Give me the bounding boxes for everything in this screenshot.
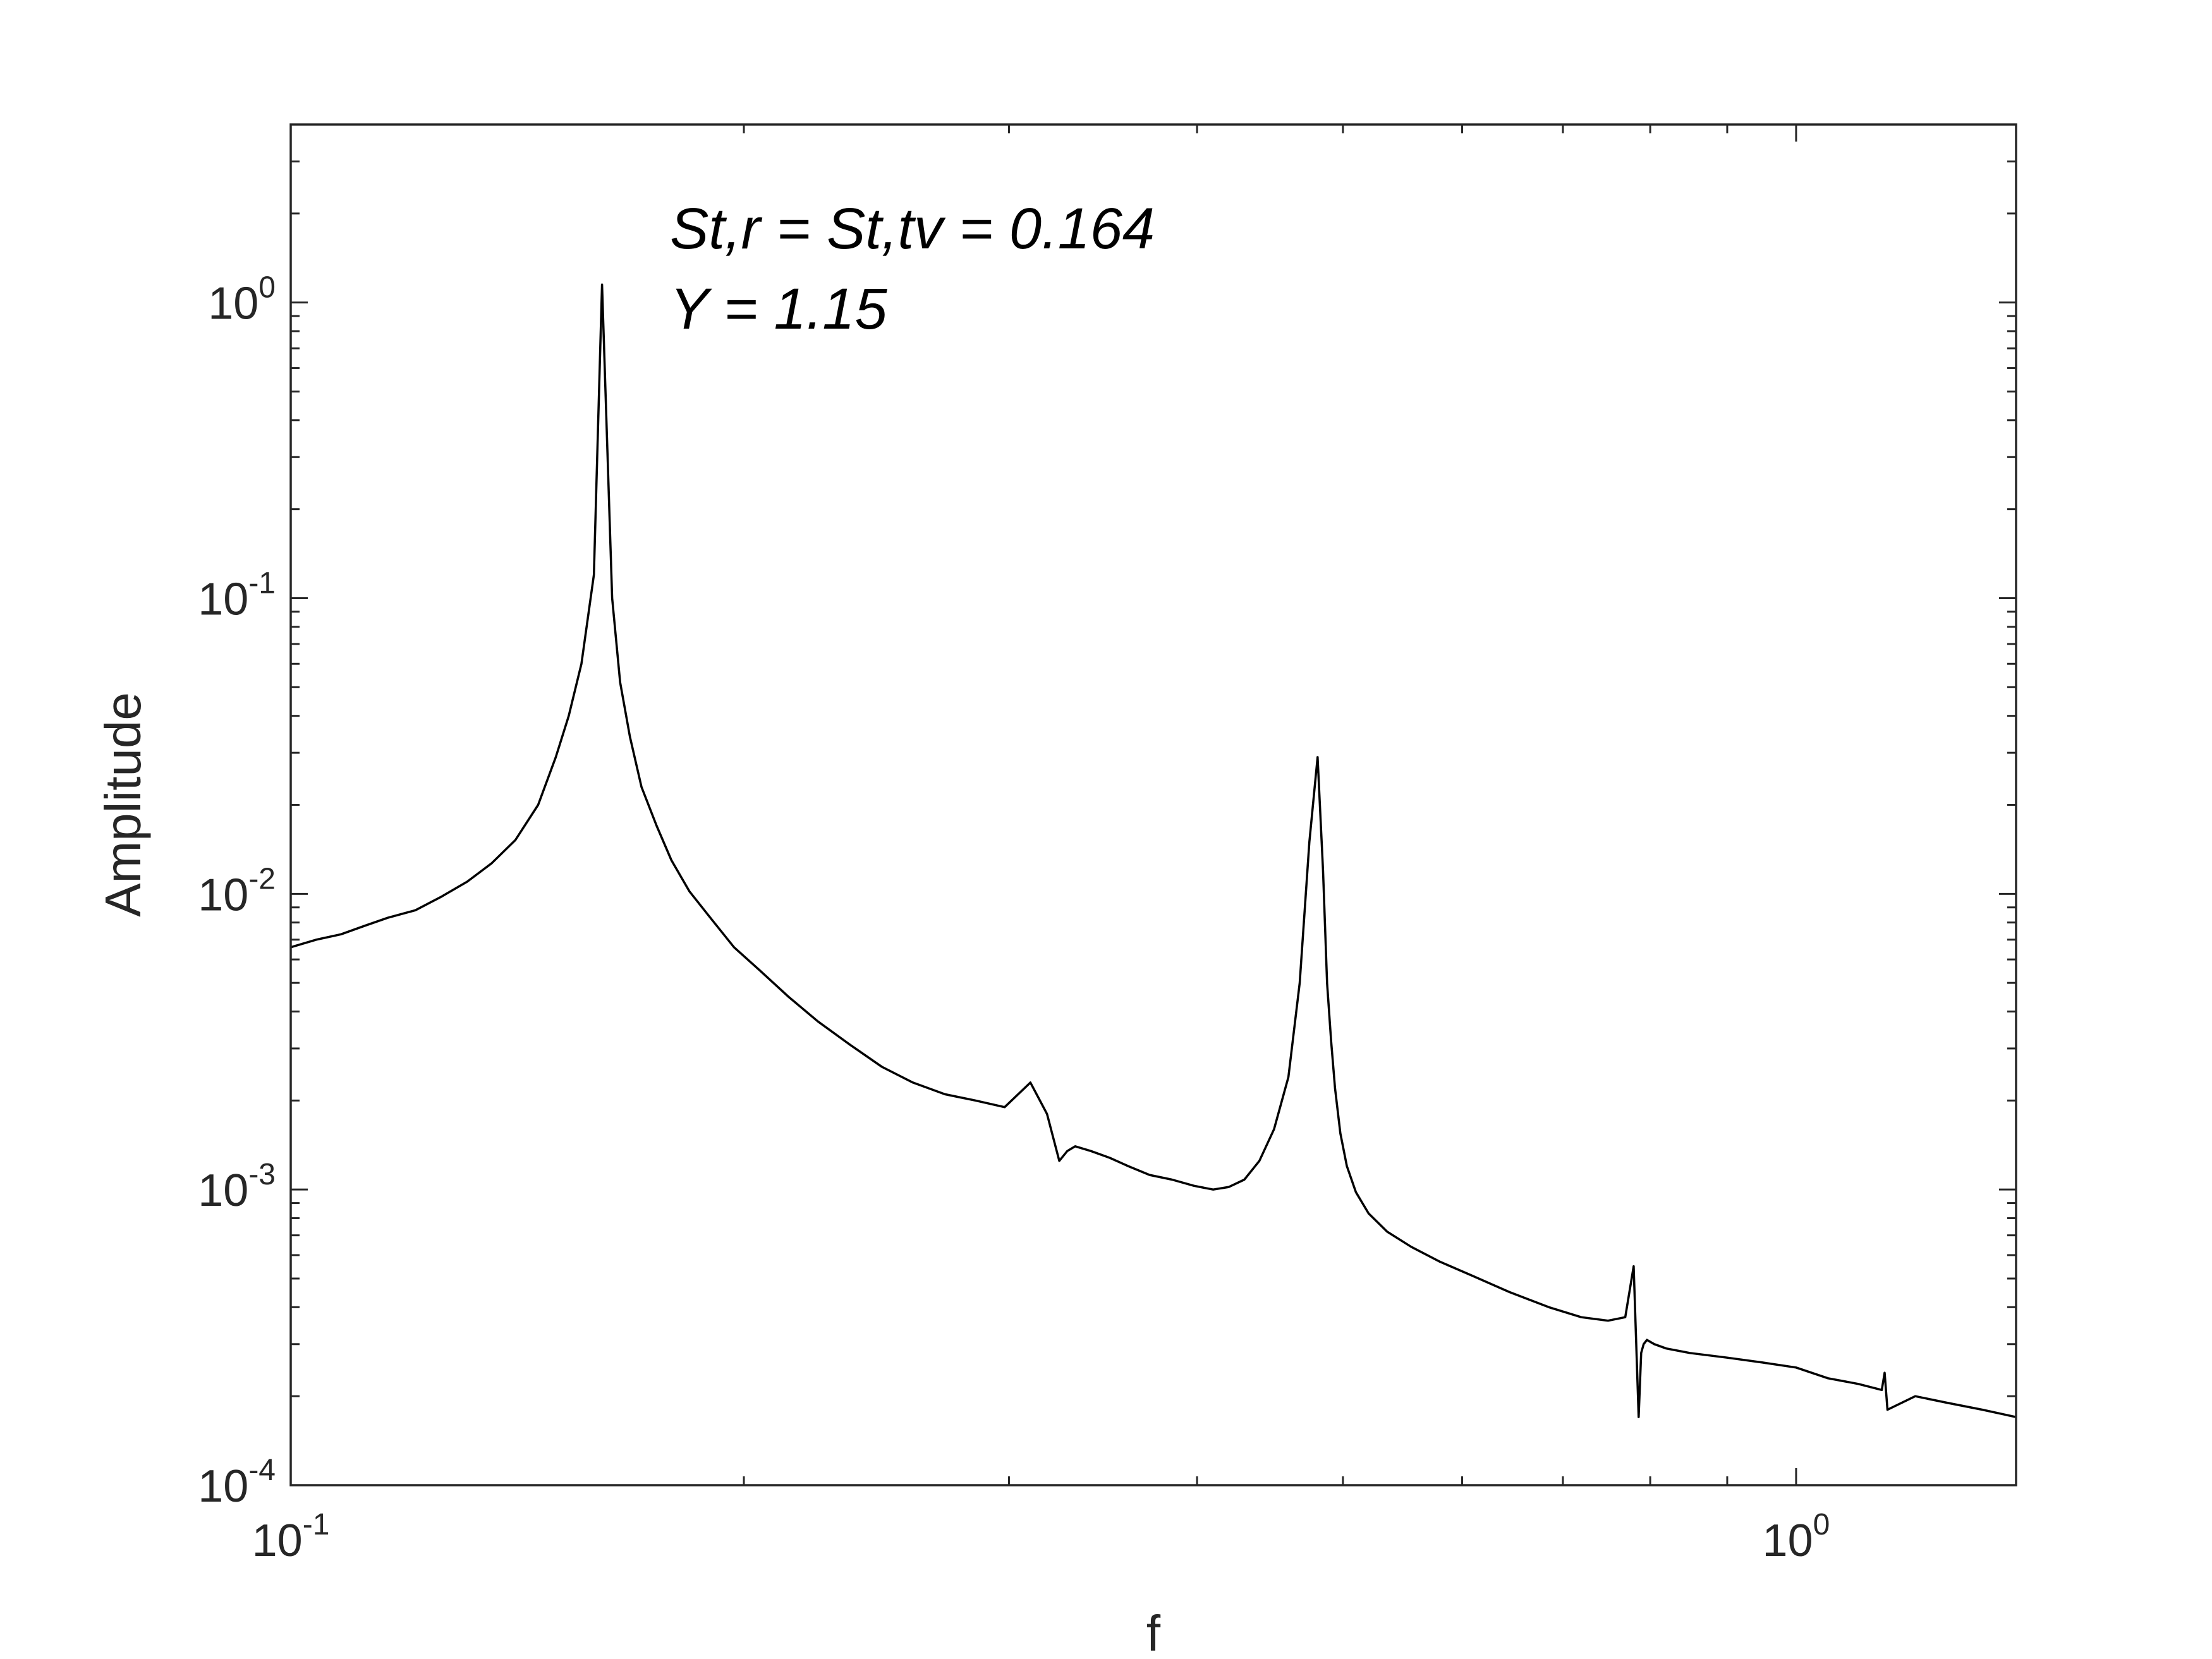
amplitude-series-line <box>290 283 2017 1418</box>
axis-ticks <box>289 123 2016 1486</box>
y-tick-label: 100 <box>208 271 276 329</box>
y-tick-label: 10-3 <box>198 1158 276 1216</box>
y-tick-label: 10-1 <box>198 566 276 624</box>
y-tick-label: 10-4 <box>198 1454 276 1512</box>
plot-area-frame <box>289 123 2017 1486</box>
y-axis-title: Amplitude <box>95 692 151 917</box>
annotation-strouhal: St,r = St,tv = 0.164 <box>670 197 1155 261</box>
y-tick-label: 10-2 <box>198 862 276 920</box>
x-tick-label: 100 <box>1763 1508 1830 1566</box>
x-axis-title: f <box>1146 1605 1161 1659</box>
annotation-y-value: Y = 1.15 <box>670 277 887 341</box>
x-tick-label: 10-1 <box>252 1508 330 1566</box>
